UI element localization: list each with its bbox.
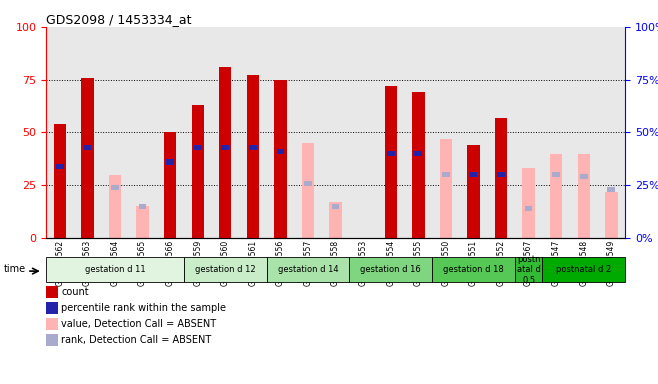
Bar — [302, 143, 315, 238]
Text: count: count — [61, 287, 89, 297]
Bar — [109, 175, 121, 238]
Bar — [470, 172, 477, 177]
Bar — [607, 187, 615, 192]
Bar — [54, 124, 66, 238]
Bar — [442, 172, 449, 177]
Bar — [497, 172, 505, 177]
Bar — [330, 202, 342, 238]
Bar — [580, 174, 588, 179]
Bar — [274, 79, 287, 238]
Bar — [222, 145, 229, 150]
Bar — [495, 118, 507, 238]
Bar — [194, 145, 201, 150]
Bar — [467, 145, 480, 238]
Text: postn
atal d
0.5: postn atal d 0.5 — [517, 255, 540, 285]
Bar — [387, 151, 395, 156]
Bar — [84, 145, 91, 150]
Bar — [578, 154, 590, 238]
Bar — [552, 172, 560, 177]
Text: percentile rank within the sample: percentile rank within the sample — [61, 303, 226, 313]
Bar — [247, 76, 259, 238]
Bar — [164, 132, 176, 238]
Text: time: time — [3, 263, 26, 273]
Bar — [191, 105, 204, 238]
Text: value, Detection Call = ABSENT: value, Detection Call = ABSENT — [61, 319, 216, 329]
Bar — [415, 151, 422, 156]
Bar — [276, 149, 284, 154]
Bar — [249, 145, 257, 150]
Bar — [136, 207, 149, 238]
Bar — [412, 92, 424, 238]
Text: gestation d 18: gestation d 18 — [443, 265, 504, 274]
Bar — [605, 192, 617, 238]
Text: postnatal d 2: postnatal d 2 — [556, 265, 611, 274]
Bar — [166, 159, 174, 165]
Text: rank, Detection Call = ABSENT: rank, Detection Call = ABSENT — [61, 335, 211, 345]
Bar — [56, 164, 64, 169]
Bar — [550, 154, 563, 238]
Bar — [440, 139, 452, 238]
Bar — [522, 168, 535, 238]
Bar — [524, 206, 532, 211]
Bar — [139, 204, 147, 209]
Bar — [384, 86, 397, 238]
Bar — [81, 78, 93, 238]
Bar — [332, 204, 340, 209]
Bar — [304, 180, 312, 186]
Bar — [219, 67, 232, 238]
Text: GDS2098 / 1453334_at: GDS2098 / 1453334_at — [46, 13, 191, 26]
Text: gestation d 11: gestation d 11 — [85, 265, 145, 274]
Text: gestation d 16: gestation d 16 — [361, 265, 421, 274]
Bar — [111, 185, 119, 190]
Text: gestation d 12: gestation d 12 — [195, 265, 255, 274]
Text: gestation d 14: gestation d 14 — [278, 265, 338, 274]
